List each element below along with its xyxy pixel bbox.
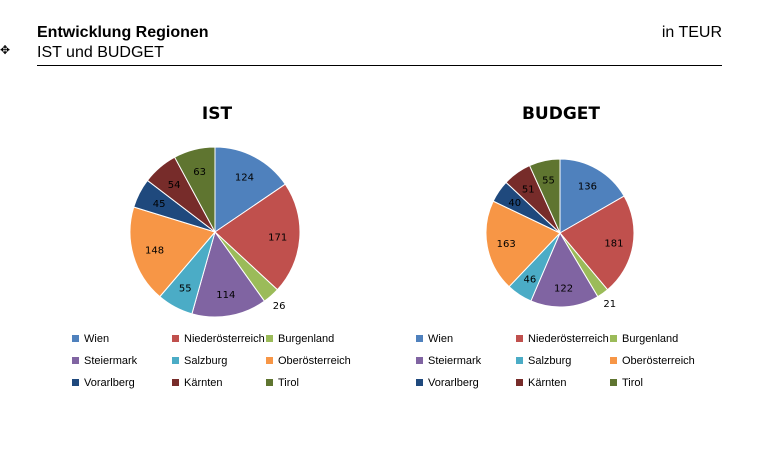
budget-legend-swatch-kaernten (516, 379, 523, 386)
budget-legend-swatch-wien (416, 335, 423, 342)
budget-label-vorarlberg: 40 (508, 198, 521, 209)
budget-legend-label-kaernten: Kärnten (528, 377, 567, 389)
ist-legend-swatch-steiermark (72, 357, 79, 364)
budget-legend-item-vorarlberg: Vorarlberg (416, 377, 479, 389)
ist-legend-swatch-vorarlberg (72, 379, 79, 386)
budget-label-tirol: 55 (542, 176, 555, 187)
ist-label-tirol: 63 (193, 167, 206, 178)
budget-legend-label-tirol: Tirol (622, 377, 643, 389)
budget-label-burgenland: 21 (603, 299, 616, 310)
ist-legend-item-steiermark: Steiermark (72, 355, 137, 367)
ist-legend-label-vorarlberg: Vorarlberg (84, 377, 135, 389)
ist-slice-steiermark (191, 230, 266, 318)
budget-legend-swatch-vorarlberg (416, 379, 423, 386)
budget-legend-swatch-oberoesterreich (610, 357, 617, 364)
chart-title-budget: BUDGET (521, 104, 601, 124)
ist-legend-swatch-wien (72, 335, 79, 342)
ist-legend-label-steiermark: Steiermark (84, 355, 138, 367)
ist-slice-oberoesterreich (129, 206, 216, 298)
budget-slice-oberoesterreich (485, 200, 561, 288)
report-header: Entwicklung Regionen IST und BUDGET in T… (37, 22, 722, 66)
ist-legend-label-oberoesterreich: Oberösterreich (278, 355, 351, 367)
budget-legend-swatch-niederoesterreich (516, 335, 523, 342)
ist-legend-swatch-kaernten (172, 379, 179, 386)
ist-label-steiermark: 114 (216, 290, 235, 301)
ist-pie-chart: IST 124 171 26 114 55 148 45 54 63 Wien Niederöst… (52, 100, 382, 400)
ist-slice-tirol (173, 146, 216, 233)
budget-legend-swatch-burgenland (610, 335, 617, 342)
ist-label-salzburg: 55 (179, 284, 192, 295)
budget-label-kaernten: 51 (522, 185, 535, 196)
budget-legend-label-oberoesterreich: Oberösterreich (622, 355, 695, 367)
ist-legend-item-salzburg: Salzburg (172, 355, 227, 367)
ist-label-burgenland: 26 (273, 301, 286, 312)
ist-legend-item-burgenland: Burgenland (266, 333, 334, 345)
budget-slice-steiermark (530, 231, 599, 308)
page-subtitle: IST und BUDGET (37, 44, 164, 61)
budget-label-wien: 136 (578, 182, 597, 193)
unit-label: in TEUR (661, 24, 722, 41)
ist-legend-item-oberoesterreich: Oberösterreich (266, 355, 351, 367)
budget-label-oberoesterreich: 163 (497, 239, 516, 250)
ist-legend-item-kaernten: Kärnten (172, 377, 223, 389)
budget-legend-item-oberoesterreich: Oberösterreich (610, 355, 695, 367)
budget-legend-swatch-steiermark (416, 357, 423, 364)
budget-legend-item-salzburg: Salzburg (516, 355, 571, 367)
ist-legend-label-niederoesterreich: Niederösterreich (184, 333, 265, 345)
ist-slice-niederoesterreich (214, 183, 301, 291)
budget-legend-label-vorarlberg: Vorarlberg (428, 377, 479, 389)
budget-label-salzburg: 46 (524, 275, 537, 286)
ist-label-kaernten: 54 (168, 180, 181, 191)
ist-legend-label-tirol: Tirol (278, 377, 299, 389)
budget-legend-label-steiermark: Steiermark (428, 355, 482, 367)
ist-legend-item-tirol: Tirol (266, 377, 299, 389)
ist-legend-label-burgenland: Burgenland (278, 333, 335, 345)
budget-legend-swatch-tirol (610, 379, 617, 386)
page-title: Entwicklung Regionen (37, 24, 209, 41)
budget-legend-item-wien: Wien (416, 333, 453, 345)
budget-slice-wien (559, 158, 625, 234)
budget-legend-item-kaernten: Kärnten (516, 377, 567, 389)
ist-legend-swatch-niederoesterreich (172, 335, 179, 342)
ist-legend-swatch-tirol (266, 379, 273, 386)
ist-legend-label-wien: Wien (84, 333, 110, 345)
corner-marker-icon: ✥ (0, 43, 11, 57)
ist-label-wien: 124 (235, 172, 254, 183)
budget-label-niederoesterreich: 181 (604, 239, 623, 250)
ist-legend-swatch-burgenland (266, 335, 273, 342)
ist-legend-item-wien: Wien (72, 333, 109, 345)
budget-slice-niederoesterreich (559, 195, 635, 291)
budget-legend-item-steiermark: Steiermark (416, 355, 481, 367)
ist-legend-swatch-oberoesterreich (266, 357, 273, 364)
ist-label-niederoesterreich: 171 (268, 233, 287, 244)
ist-legend-item-vorarlberg: Vorarlberg (72, 377, 135, 389)
budget-legend-item-niederoesterreich: Niederösterreich (516, 333, 609, 345)
ist-legend-label-salzburg: Salzburg (184, 355, 228, 367)
ist-legend-item-niederoesterreich: Niederösterreich (172, 333, 265, 345)
budget-legend-label-wien: Wien (428, 333, 454, 345)
chart-title-ist: IST (201, 104, 233, 124)
ist-label-vorarlberg: 45 (153, 199, 166, 210)
budget-legend-swatch-salzburg (516, 357, 523, 364)
budget-pie-chart: BUDGET 136 181 21 122 46 163 40 51 55 Wien Nieder… (396, 100, 726, 400)
budget-label-steiermark: 122 (554, 284, 573, 295)
budget-legend-label-niederoesterreich: Niederösterreich (528, 333, 609, 345)
ist-legend-swatch-salzburg (172, 357, 179, 364)
ist-legend-label-kaernten: Kärnten (184, 377, 223, 389)
budget-slice-tirol (528, 158, 561, 234)
budget-legend-label-salzburg: Salzburg (528, 355, 572, 367)
budget-legend-item-tirol: Tirol (610, 377, 643, 389)
budget-legend-label-burgenland: Burgenland (622, 333, 679, 345)
budget-legend-item-burgenland: Burgenland (610, 333, 678, 345)
ist-label-oberoesterreich: 148 (145, 246, 164, 257)
ist-slice-wien (214, 146, 286, 233)
